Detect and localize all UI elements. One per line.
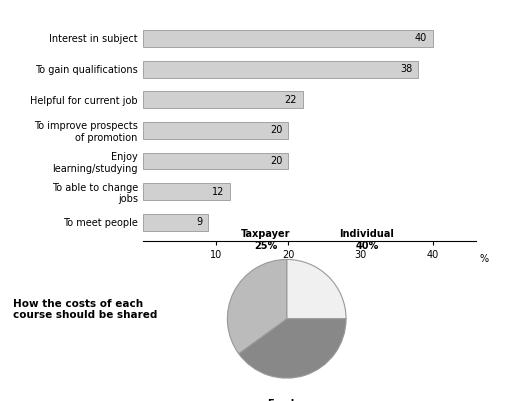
Text: Individual
40%: Individual 40% [339,229,394,251]
Bar [143,91,303,108]
Bar [143,183,230,200]
Text: How the costs of each
course should be shared: How the costs of each course should be s… [13,299,158,320]
Bar [143,152,288,169]
Text: 38: 38 [400,64,413,74]
Text: 20: 20 [270,126,282,135]
Text: %: % [480,254,488,264]
Text: Employer
35%: Employer 35% [267,399,318,401]
Text: 40: 40 [415,34,427,43]
Text: Taxpayer
25%: Taxpayer 25% [241,229,291,251]
Text: 22: 22 [284,95,297,105]
Bar [143,61,418,77]
Bar [143,214,208,231]
Text: 20: 20 [270,156,282,166]
Bar [143,30,433,47]
Wedge shape [287,259,346,319]
Text: 9: 9 [197,217,203,227]
Wedge shape [227,259,287,354]
Bar [143,122,288,139]
Text: 12: 12 [212,186,224,196]
Wedge shape [239,319,346,378]
